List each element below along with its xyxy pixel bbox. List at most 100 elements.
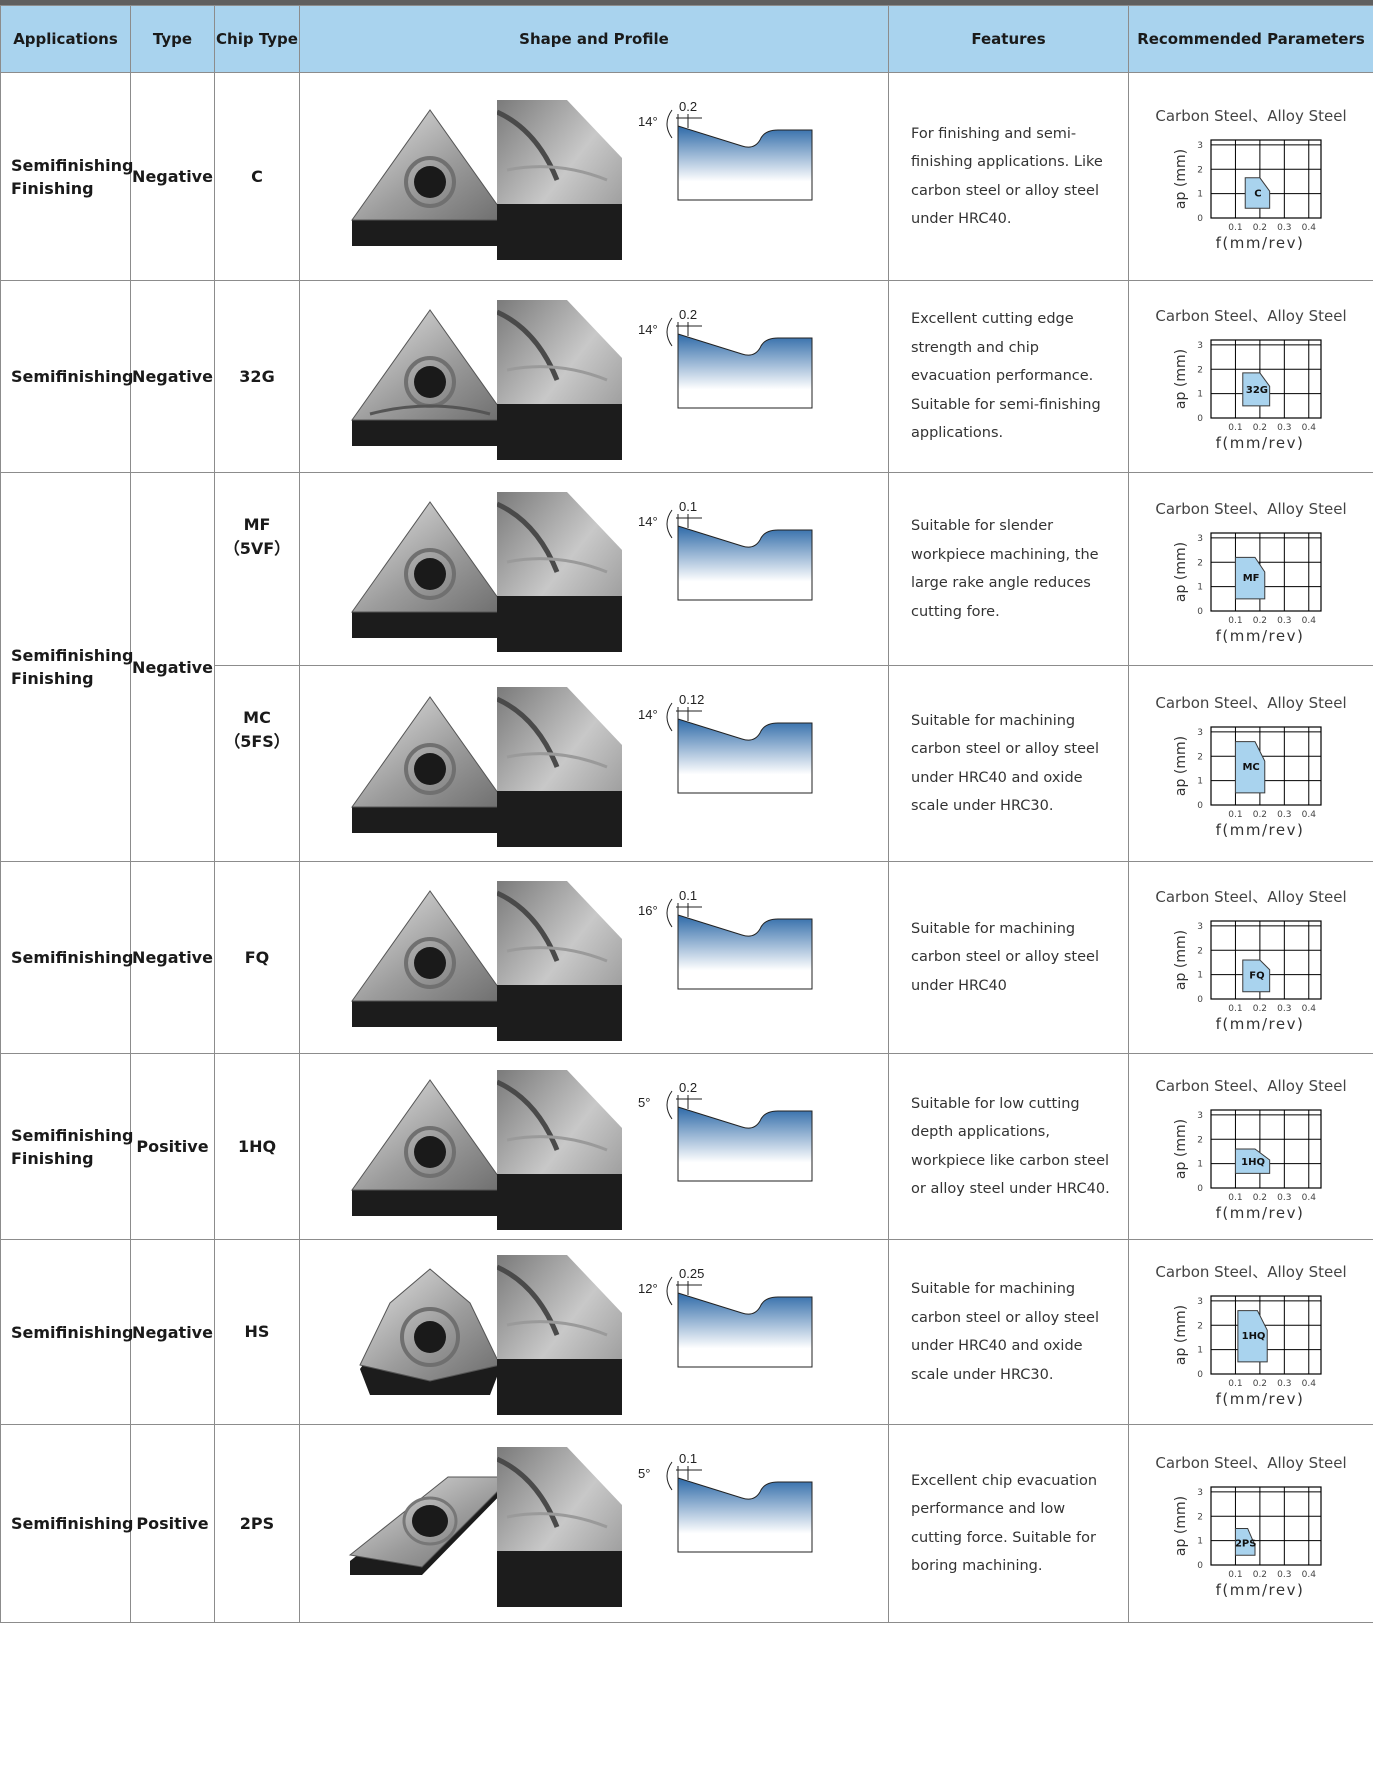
shape-images: 0.25 12° [300,1241,887,1424]
closeup-side [497,790,622,847]
type-cell: Positive [130,1424,215,1623]
application-cell: Semifinishing [0,1424,134,1623]
application-cell: Semifinishing Finishing [0,72,134,281]
shape-profile-cell: 0.1 16° [299,861,889,1054]
profile-fill [678,1106,812,1181]
y-axis-label: ap (mm) [1173,736,1189,796]
recommended-region [1242,959,1271,993]
closeup-side [497,403,622,460]
x-axis-label: f(mm/rev) [1216,1015,1305,1033]
edge-profile-diagram: 0.2 5° [638,1080,813,1181]
closeup-edge [506,1320,608,1337]
y-tick-label: 1 [1197,1537,1203,1547]
insert-closeup-photo [497,1069,622,1230]
x-tick-label: 0.4 [1302,223,1317,233]
features-cell: Suitable for machining carbon steel or a… [888,665,1129,862]
y-tick-label: 2 [1197,165,1203,175]
x-tick-label: 0.4 [1302,423,1317,433]
insert-top [351,501,509,613]
y-tick-label: 2 [1197,752,1203,762]
edge-profile-diagram: 0.2 14° [638,99,813,200]
type-cell: Positive [130,1053,215,1240]
x-tick-label: 0.1 [1228,1570,1242,1580]
insert-hole-ring [404,155,456,208]
chip-type-cell: HS [214,1239,300,1425]
shape-profile-cell: 0.1 14° [299,472,889,666]
insert-closeup-photo [497,1255,622,1415]
closeup-groove [497,696,560,768]
profile-fill [678,1292,812,1367]
col-header-shape: Shape and Profile [299,5,889,73]
shape-images: 0.1 5° [300,1426,887,1622]
rake-angle-arc [666,702,673,731]
plot-frame [1210,1486,1322,1566]
profile-outline [677,124,813,200]
y-tick-label: 3 [1197,1488,1203,1498]
rake-angle-label: 14° [638,514,658,529]
y-tick-label: 0 [1197,1561,1203,1571]
x-axis-label: f(mm/rev) [1216,1204,1305,1222]
chip-breaker-spec-table: Applications Type Chip Type Shape and Pr… [0,5,1373,1623]
shape-profile-cell: 0.2 14° [299,72,889,281]
recommended-region [1234,556,1266,599]
recommended-parameters-cell: Carbon Steel、Alloy Steel MC 0.1 0.2 0.3 0.4 0 1… [1128,665,1373,862]
parameter-chart: MC 0.1 0.2 0.3 0.4 0 1 2 3 ap (mm) f(mm/rev) [1173,726,1322,839]
profile-outline [677,717,813,793]
application-cell: Semifinishing [0,1239,134,1425]
rake-angle-arc [666,1276,673,1305]
x-tick-label: 0.1 [1228,1193,1242,1203]
material-label: Carbon Steel、Alloy Steel [1155,888,1347,906]
profile-fill [678,914,812,989]
features-cell: Suitable for low cutting depth applicati… [888,1053,1129,1240]
insert-hole [414,365,446,398]
x-axis-label: f(mm/rev) [1216,821,1305,839]
closeup-edge [506,751,608,768]
col-header-chip-type: Chip Type [214,5,300,73]
x-tick-label: 0.2 [1253,1379,1267,1389]
y-tick-label: 0 [1197,1184,1203,1194]
closeup-side [497,1173,622,1230]
chip-type-cell: MC （5FS） [214,665,300,862]
chip-type-cell: C [214,72,300,281]
col-header-recommended-label: Recommended Parameters [1137,29,1365,48]
edge-profile-diagram: 0.25 12° [638,1266,813,1367]
shape-images: 0.1 14° [300,474,887,665]
material-label: Carbon Steel、Alloy Steel [1155,694,1347,712]
application-cell: Semifinishing Finishing [0,1053,134,1240]
x-tick-label: 0.4 [1302,1004,1317,1014]
type-cell: Negative [130,72,215,281]
y-axis-label: ap (mm) [1173,1304,1189,1364]
material-label: Carbon Steel、Alloy Steel [1155,307,1347,325]
x-tick-label: 0.4 [1302,1379,1317,1389]
land-width-label: 0.1 [679,1451,697,1466]
y-tick-label: 0 [1197,414,1203,424]
shape-profile-cell: 0.2 14° [299,280,889,473]
x-tick-label: 0.4 [1302,1570,1317,1580]
y-tick-label: 0 [1197,214,1203,224]
closeup-edge [506,164,608,181]
insert-hole-ring [404,1125,456,1178]
type-cell: Negative [130,861,215,1054]
region-label: MF [1243,572,1260,583]
parameter-chart: 1HQ 0.1 0.2 0.3 0.4 0 1 2 3 ap (mm) f(mm/rev) [1173,1294,1322,1408]
rake-angle-arc [666,509,673,538]
features-cell: Suitable for machining carbon steel or a… [888,1239,1129,1425]
insert-hole-ring [402,1496,458,1545]
x-axis-label: f(mm/rev) [1216,434,1305,452]
rake-angle-arc [666,1461,673,1490]
y-tick-label: 0 [1197,801,1203,811]
y-tick-label: 2 [1197,365,1203,375]
plot-frame [1210,920,1322,1000]
closeup-groove [497,890,560,962]
x-tick-label: 0.2 [1253,1004,1267,1014]
x-tick-label: 0.1 [1228,810,1242,820]
material-label: Carbon Steel、Alloy Steel [1155,499,1347,518]
table-header-row: Applications Type Chip Type Shape and Pr… [0,5,1373,73]
top-rule [0,0,1373,5]
recommended-parameters-cell: Carbon Steel、Alloy Steel FQ 0.1 0.2 0.3 0.4 0 1… [1128,861,1373,1054]
x-tick-label: 0.3 [1277,1004,1291,1014]
y-tick-label: 3 [1197,533,1203,543]
insert-hole [412,1504,448,1537]
profile-outline [677,524,813,600]
chip-type-cell: FQ [214,861,300,1054]
